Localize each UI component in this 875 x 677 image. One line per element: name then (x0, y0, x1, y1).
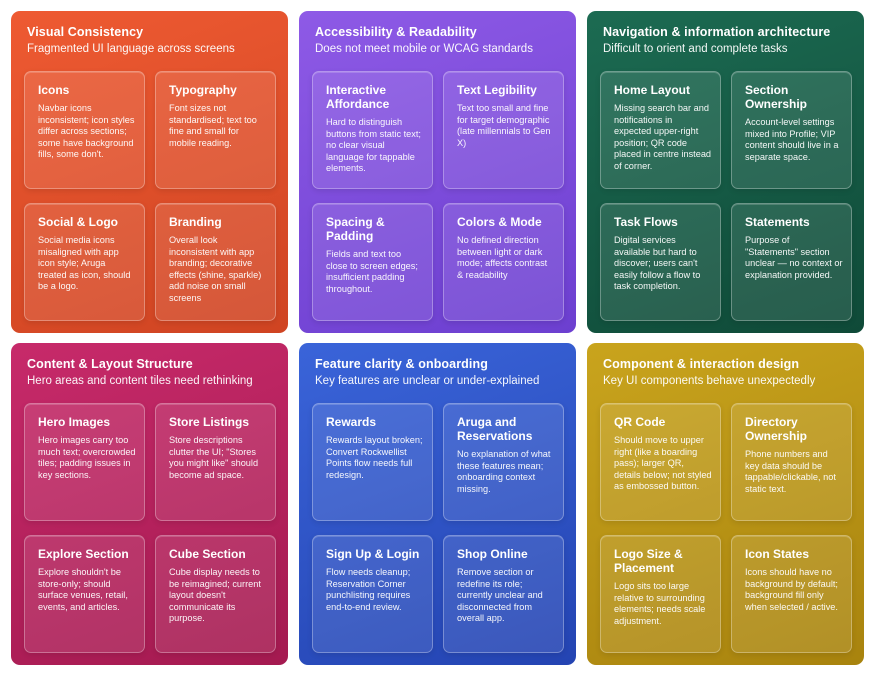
panel-content-layout-structure: Content & Layout Structure Hero areas an… (11, 343, 288, 665)
card-title: Branding (169, 215, 222, 229)
card-grid: Icons Navbar icons inconsistent; icon st… (24, 71, 276, 323)
card-body: Digital services available but hard to d… (614, 235, 701, 291)
panel-title: Component & interaction design (603, 357, 800, 371)
panel-subtitle: Key UI components behave unexpectedly (603, 375, 816, 387)
panel-title: Content & Layout Structure (27, 357, 193, 371)
card-cube-section: Cube Section Cube display needs to be re… (155, 535, 276, 653)
card-body: Should move to upper right (like a board… (614, 435, 712, 491)
card-title: Store Listings (169, 415, 250, 429)
card-typography: Typography Font sizes not standardised; … (155, 71, 276, 189)
card-rewards: Rewards Rewards layout broken; Convert R… (312, 403, 433, 521)
card-colors-mode: Colors & Mode No defined direction betwe… (443, 203, 564, 321)
card-grid: QR Code Should move to upper right (like… (600, 403, 852, 655)
card-title: Hero Images (38, 415, 111, 429)
card-body: Font sizes not standardised; text too fi… (169, 103, 257, 148)
panel-feature-clarity-onboarding: Feature clarity & onboarding Key feature… (299, 343, 576, 665)
card-body: Store descriptions clutter the UI; "Stor… (169, 435, 259, 480)
card-title: Interactive Affordance (326, 83, 390, 111)
card-body: Explore shouldn't be store-only; should … (38, 567, 128, 612)
card-statements: Statements Purpose of "Statements" secti… (731, 203, 852, 321)
panel-title: Navigation & information architecture (603, 25, 831, 39)
card-title: Directory Ownership (745, 415, 808, 443)
card-title: Task Flows (614, 215, 678, 229)
card-body: Navbar icons inconsistent; icon styles d… (38, 103, 135, 159)
card-interactive-affordance: Interactive Affordance Hard to distingui… (312, 71, 433, 189)
card-branding: Branding Overall look inconsistent with … (155, 203, 276, 321)
card-title: Icons (38, 83, 70, 97)
panel-title: Feature clarity & onboarding (315, 357, 488, 371)
card-title: Section Ownership (745, 83, 808, 111)
card-grid: Hero Images Hero images carry too much t… (24, 403, 276, 655)
panel-subtitle: Difficult to orient and complete tasks (603, 43, 788, 55)
card-body: Overall look inconsistent with app brand… (169, 235, 262, 303)
card-title: Text Legibility (457, 83, 537, 97)
card-title: Cube Section (169, 547, 246, 561)
card-body: Flow needs cleanup; Reservation Corner p… (326, 567, 411, 612)
card-store-listings: Store Listings Store descriptions clutte… (155, 403, 276, 521)
card-body: No explanation of what these features me… (457, 449, 551, 494)
card-directory-ownership: Directory Ownership Phone numbers and ke… (731, 403, 852, 521)
card-body: Rewards layout broken; Convert Rockwelli… (326, 435, 423, 480)
panel-accessibility-readability: Accessibility & Readability Does not mee… (299, 11, 576, 333)
card-body: No defined direction between light or da… (457, 235, 548, 280)
panel-subtitle: Hero areas and content tiles need rethin… (27, 375, 253, 387)
card-title: Home Layout (614, 83, 691, 97)
panel-navigation-ia: Navigation & information architecture Di… (587, 11, 864, 333)
card-grid: Rewards Rewards layout broken; Convert R… (312, 403, 564, 655)
card-title: Logo Size & Placement (614, 547, 683, 575)
card-body: Hero images carry too much text; overcro… (38, 435, 136, 480)
card-social-logo: Social & Logo Social media icons misalig… (24, 203, 145, 321)
card-hero-images: Hero Images Hero images carry too much t… (24, 403, 145, 521)
card-body: Hard to distinguish buttons from static … (326, 117, 421, 173)
card-title: Social & Logo (38, 215, 119, 229)
panel-visual-consistency: Visual Consistency Fragmented UI languag… (11, 11, 288, 333)
card-title: Shop Online (457, 547, 528, 561)
card-icon-states: Icon States Icons should have no backgro… (731, 535, 852, 653)
card-title: Rewards (326, 415, 377, 429)
card-body: Cube display needs to be reimagined; cur… (169, 567, 261, 623)
card-body: Logo sits too large relative to surround… (614, 581, 706, 626)
panel-subtitle: Fragmented UI language across screens (27, 43, 235, 55)
card-home-layout: Home Layout Missing search bar and notif… (600, 71, 721, 189)
panel-subtitle: Key features are unclear or under-explai… (315, 375, 540, 387)
card-title: Icon States (745, 547, 810, 561)
card-body: Account-level settings mixed into Profil… (745, 117, 839, 162)
card-title: Statements (745, 215, 810, 229)
card-section-ownership: Section Ownership Account-level settings… (731, 71, 852, 189)
card-title: Typography (169, 83, 237, 97)
panel-title: Visual Consistency (27, 25, 144, 39)
card-signup-login: Sign Up & Login Flow needs cleanup; Rese… (312, 535, 433, 653)
card-body: Icons should have no background by defau… (745, 567, 838, 612)
card-title: Spacing & Padding (326, 215, 385, 243)
card-body: Purpose of "Statements" section unclear … (745, 235, 843, 280)
card-grid: Interactive Affordance Hard to distingui… (312, 71, 564, 323)
card-shop-online: Shop Online Remove section or redefine i… (443, 535, 564, 653)
card-body: Social media icons misaligned with app i… (38, 235, 131, 291)
card-text-legibility: Text Legibility Text too small and fine … (443, 71, 564, 189)
card-spacing-padding: Spacing & Padding Fields and text too cl… (312, 203, 433, 321)
card-title: QR Code (614, 415, 666, 429)
card-grid: Home Layout Missing search bar and notif… (600, 71, 852, 323)
card-title: Explore Section (38, 547, 129, 561)
card-title: Sign Up & Login (326, 547, 420, 561)
card-aruga-reservations: Aruga and Reservations No explanation of… (443, 403, 564, 521)
card-body: Text too small and fine for target demog… (457, 103, 551, 148)
card-icons: Icons Navbar icons inconsistent; icon st… (24, 71, 145, 189)
card-title: Colors & Mode (457, 215, 542, 229)
card-body: Phone numbers and key data should be tap… (745, 449, 836, 494)
card-title: Aruga and Reservations (457, 415, 533, 443)
panel-title: Accessibility & Readability (315, 25, 477, 39)
card-task-flows: Task Flows Digital services available bu… (600, 203, 721, 321)
panel-subtitle: Does not meet mobile or WCAG standards (315, 43, 533, 55)
card-body: Fields and text too close to screen edge… (326, 249, 418, 294)
card-qr-code: QR Code Should move to upper right (like… (600, 403, 721, 521)
card-body: Remove section or redefine its role; cur… (457, 567, 543, 623)
panel-component-interaction-design: Component & interaction design Key UI co… (587, 343, 864, 665)
card-logo-size-placement: Logo Size & Placement Logo sits too larg… (600, 535, 721, 653)
card-body: Missing search bar and notifications in … (614, 103, 712, 171)
card-explore-section: Explore Section Explore shouldn't be sto… (24, 535, 145, 653)
